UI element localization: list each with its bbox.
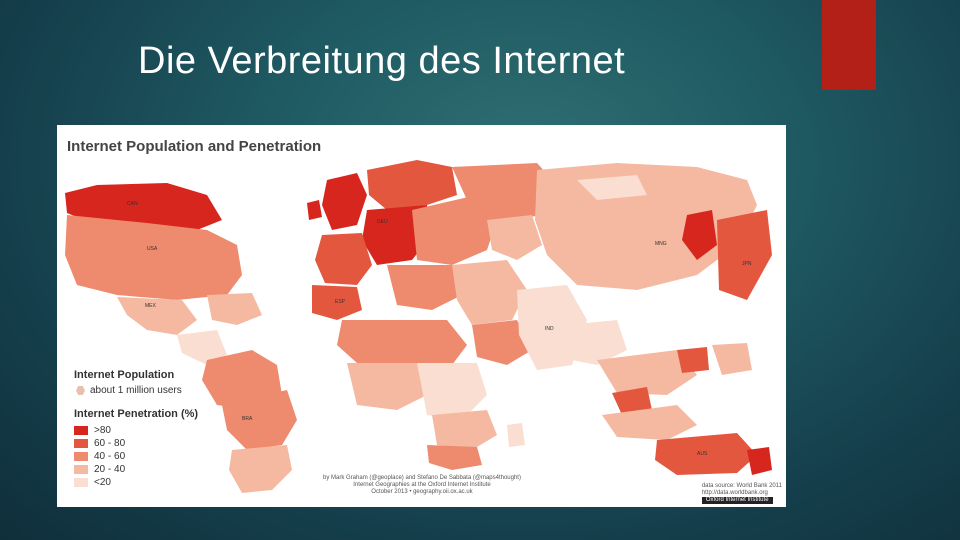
region-south-america-south: [229, 445, 292, 493]
label-deu: DEU: [377, 219, 388, 225]
source-url: http://data.worldbank.org: [701, 490, 768, 496]
legend-swatch: [74, 452, 88, 461]
penetration-legend-swatches: >80 60 - 80 40 - 60 20 - 40 <20: [74, 424, 198, 489]
region-korea: [682, 210, 717, 260]
map-source: data source: World Bank 2011 http://data…: [701, 483, 782, 504]
region-turkey-middle-east: [452, 260, 527, 325]
internet-population-map: CAN USA MEX BRA DEU ESP MNG IND JPN AUS …: [57, 125, 786, 507]
hexagon-icon: [76, 386, 85, 395]
map-heading: Internet Population and Penetration: [67, 138, 322, 155]
source-org-badge: Oxford Internet Institute: [701, 497, 773, 504]
region-central-africa: [417, 363, 487, 420]
source-line: data source: World Bank 2011: [701, 483, 782, 489]
slide-accent-bar: [822, 0, 876, 90]
label-ind: IND: [545, 326, 554, 332]
region-uk: [307, 200, 322, 220]
region-australia: [655, 433, 757, 475]
region-france-benelux: [315, 233, 372, 285]
region-north-africa: [337, 320, 467, 365]
label-esp: ESP: [335, 299, 346, 305]
region-new-zealand: [747, 447, 772, 475]
label-chn: MNG: [655, 241, 667, 247]
region-usa: [65, 215, 242, 300]
region-mongolia: [577, 175, 647, 200]
legend-class-row: >80: [74, 424, 198, 437]
region-scandinavia: [322, 173, 367, 230]
map-credit: by Mark Graham (@geoplace) and Stefano D…: [312, 475, 532, 496]
region-eastern-europe: [412, 195, 497, 265]
region-indonesia: [602, 405, 697, 440]
region-gulf: [472, 320, 532, 365]
region-caucasus: [487, 215, 542, 260]
legend-swatch: [74, 465, 88, 474]
legend-class-row: 60 - 80: [74, 437, 198, 450]
region-madagascar: [507, 423, 525, 447]
region-east-africa: [432, 410, 497, 450]
legend-class-row: 40 - 60: [74, 450, 198, 463]
region-japan: [717, 210, 772, 300]
region-northern-europe: [367, 160, 457, 210]
region-iberia: [312, 285, 362, 320]
legend-class-row: <20: [74, 476, 198, 489]
legend-class-label: >80: [94, 425, 111, 436]
penetration-legend-title: Internet Penetration (%): [74, 408, 199, 420]
label-can: CAN: [127, 201, 138, 207]
map-legend: Internet Population about 1 million user…: [74, 369, 198, 489]
credit-line: Internet Geographies at the Oxford Inter…: [353, 482, 491, 488]
credit-line: October 2013 • geography.oii.ox.ac.uk: [371, 489, 473, 495]
region-canada: [65, 183, 222, 230]
region-south-america-north: [202, 350, 282, 410]
region-southeast-asia: [597, 350, 697, 395]
region-brazil: [222, 390, 297, 450]
region-southern-africa: [427, 445, 482, 470]
label-aus: AUS: [697, 451, 708, 457]
legend-class-label: 40 - 60: [94, 451, 126, 462]
label-mex: MEX: [145, 303, 157, 309]
region-mexico: [117, 297, 197, 335]
cartogram-map: CAN USA MEX BRA DEU ESP MNG IND JPN AUS: [65, 160, 772, 493]
population-legend-title: Internet Population: [74, 369, 175, 381]
region-central-america: [177, 330, 227, 365]
label-bra: BRA: [242, 416, 253, 422]
region-malaysia: [612, 387, 652, 415]
legend-class-label: <20: [94, 477, 111, 488]
legend-class-label: 20 - 40: [94, 464, 126, 475]
label-jpn: JPN: [742, 261, 752, 267]
region-balkans: [387, 265, 462, 310]
legend-swatch: [74, 478, 88, 487]
region-west-africa: [347, 363, 427, 410]
slide-title: Die Verbreitung des Internet: [138, 40, 626, 82]
legend-class-label: 60 - 80: [94, 438, 126, 449]
label-usa: USA: [147, 246, 158, 252]
region-india: [517, 285, 587, 370]
legend-swatch: [74, 439, 88, 448]
region-russia: [452, 163, 557, 220]
region-south-asia: [567, 320, 627, 365]
region-taiwan: [677, 347, 709, 373]
legend-class-row: 20 - 40: [74, 463, 198, 476]
region-china: [535, 163, 757, 290]
legend-swatch: [74, 426, 88, 435]
region-caribbean: [207, 293, 262, 325]
region-philippines: [712, 343, 752, 375]
population-legend-row: about 1 million users: [76, 385, 198, 396]
credit-line: by Mark Graham (@geoplace) and Stefano D…: [323, 475, 521, 481]
population-legend-unit: about 1 million users: [90, 385, 182, 396]
